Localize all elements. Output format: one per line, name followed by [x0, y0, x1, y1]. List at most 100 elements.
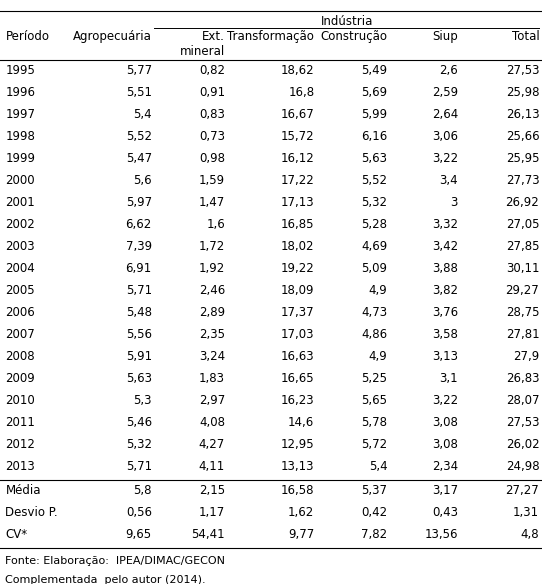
Text: 3,22: 3,22	[432, 152, 458, 165]
Text: 2008: 2008	[5, 350, 35, 363]
Text: Indústria: Indústria	[321, 15, 373, 29]
Text: Construção: Construção	[320, 30, 388, 43]
Text: 1,6: 1,6	[206, 218, 225, 231]
Text: 1998: 1998	[5, 130, 35, 143]
Text: 6,91: 6,91	[126, 262, 152, 275]
Text: 2012: 2012	[5, 438, 35, 451]
Text: 5,51: 5,51	[126, 86, 152, 99]
Text: 16,67: 16,67	[281, 109, 314, 121]
Text: 30,11: 30,11	[506, 262, 539, 275]
Text: 5,78: 5,78	[362, 416, 388, 429]
Text: 3,32: 3,32	[432, 218, 458, 231]
Text: 2,97: 2,97	[199, 394, 225, 407]
Text: 3,08: 3,08	[432, 416, 458, 429]
Text: 0,73: 0,73	[199, 130, 225, 143]
Text: 16,23: 16,23	[281, 394, 314, 407]
Text: 2,15: 2,15	[199, 484, 225, 497]
Text: 2011: 2011	[5, 416, 35, 429]
Text: 4,69: 4,69	[362, 240, 388, 253]
Text: 2,35: 2,35	[199, 328, 225, 341]
Text: 2,6: 2,6	[439, 64, 458, 78]
Text: 26,92: 26,92	[506, 196, 539, 209]
Text: 1,62: 1,62	[288, 506, 314, 519]
Text: 5,47: 5,47	[126, 152, 152, 165]
Text: 19,22: 19,22	[281, 262, 314, 275]
Text: 5,32: 5,32	[126, 438, 152, 451]
Text: Total: Total	[512, 30, 539, 43]
Text: 16,85: 16,85	[281, 218, 314, 231]
Text: 5,28: 5,28	[362, 218, 388, 231]
Text: 5,6: 5,6	[133, 174, 152, 187]
Text: 3,24: 3,24	[199, 350, 225, 363]
Text: 5,4: 5,4	[369, 460, 388, 473]
Text: 2009: 2009	[5, 372, 35, 385]
Text: 2,46: 2,46	[199, 284, 225, 297]
Text: 16,58: 16,58	[281, 484, 314, 497]
Text: 18,62: 18,62	[281, 64, 314, 78]
Text: 1999: 1999	[5, 152, 35, 165]
Text: 2001: 2001	[5, 196, 35, 209]
Text: 7,82: 7,82	[362, 528, 388, 541]
Text: 3,58: 3,58	[432, 328, 458, 341]
Text: 1996: 1996	[5, 86, 35, 99]
Text: 1,83: 1,83	[199, 372, 225, 385]
Text: 5,4: 5,4	[133, 109, 152, 121]
Text: 27,05: 27,05	[506, 218, 539, 231]
Text: 2005: 2005	[5, 284, 35, 297]
Text: 5,72: 5,72	[362, 438, 388, 451]
Text: 2003: 2003	[5, 240, 35, 253]
Text: 0,82: 0,82	[199, 64, 225, 78]
Text: 2,89: 2,89	[199, 306, 225, 319]
Text: 1997: 1997	[5, 109, 35, 121]
Text: 5,77: 5,77	[126, 64, 152, 78]
Text: 2000: 2000	[5, 174, 35, 187]
Text: 18,02: 18,02	[281, 240, 314, 253]
Text: 0,83: 0,83	[199, 109, 225, 121]
Text: 5,69: 5,69	[362, 86, 388, 99]
Text: Ext.
mineral: Ext. mineral	[180, 30, 225, 58]
Text: 3,82: 3,82	[432, 284, 458, 297]
Text: 5,63: 5,63	[362, 152, 388, 165]
Text: 6,16: 6,16	[362, 130, 388, 143]
Text: 3,22: 3,22	[432, 394, 458, 407]
Text: 5,8: 5,8	[133, 484, 152, 497]
Text: 4,11: 4,11	[199, 460, 225, 473]
Text: 27,53: 27,53	[506, 64, 539, 78]
Text: 16,65: 16,65	[281, 372, 314, 385]
Text: 1,72: 1,72	[199, 240, 225, 253]
Text: 6,62: 6,62	[126, 218, 152, 231]
Text: 5,48: 5,48	[126, 306, 152, 319]
Text: 13,56: 13,56	[424, 528, 458, 541]
Text: 17,22: 17,22	[281, 174, 314, 187]
Text: 9,77: 9,77	[288, 528, 314, 541]
Text: 3,1: 3,1	[440, 372, 458, 385]
Text: 1,47: 1,47	[199, 196, 225, 209]
Text: 1,92: 1,92	[199, 262, 225, 275]
Text: 0,56: 0,56	[126, 506, 152, 519]
Text: 54,41: 54,41	[191, 528, 225, 541]
Text: Período: Período	[5, 30, 49, 43]
Text: 4,86: 4,86	[362, 328, 388, 341]
Text: 17,13: 17,13	[281, 196, 314, 209]
Text: 0,43: 0,43	[432, 506, 458, 519]
Text: 25,98: 25,98	[506, 86, 539, 99]
Text: 5,56: 5,56	[126, 328, 152, 341]
Text: 18,09: 18,09	[281, 284, 314, 297]
Text: Siup: Siup	[432, 30, 458, 43]
Text: 2,34: 2,34	[432, 460, 458, 473]
Text: 2004: 2004	[5, 262, 35, 275]
Text: 12,95: 12,95	[281, 438, 314, 451]
Text: 27,73: 27,73	[506, 174, 539, 187]
Text: 3,17: 3,17	[432, 484, 458, 497]
Text: 27,85: 27,85	[506, 240, 539, 253]
Text: 27,81: 27,81	[506, 328, 539, 341]
Text: 15,72: 15,72	[281, 130, 314, 143]
Text: 2,64: 2,64	[432, 109, 458, 121]
Text: 5,52: 5,52	[126, 130, 152, 143]
Text: Fonte: Elaboração:  IPEA/DIMAC/GECON: Fonte: Elaboração: IPEA/DIMAC/GECON	[5, 556, 225, 566]
Text: 27,53: 27,53	[506, 416, 539, 429]
Text: 5,52: 5,52	[362, 174, 388, 187]
Text: Complementada  pelo autor (2014).: Complementada pelo autor (2014).	[5, 575, 206, 584]
Text: 16,12: 16,12	[281, 152, 314, 165]
Text: 5,65: 5,65	[362, 394, 388, 407]
